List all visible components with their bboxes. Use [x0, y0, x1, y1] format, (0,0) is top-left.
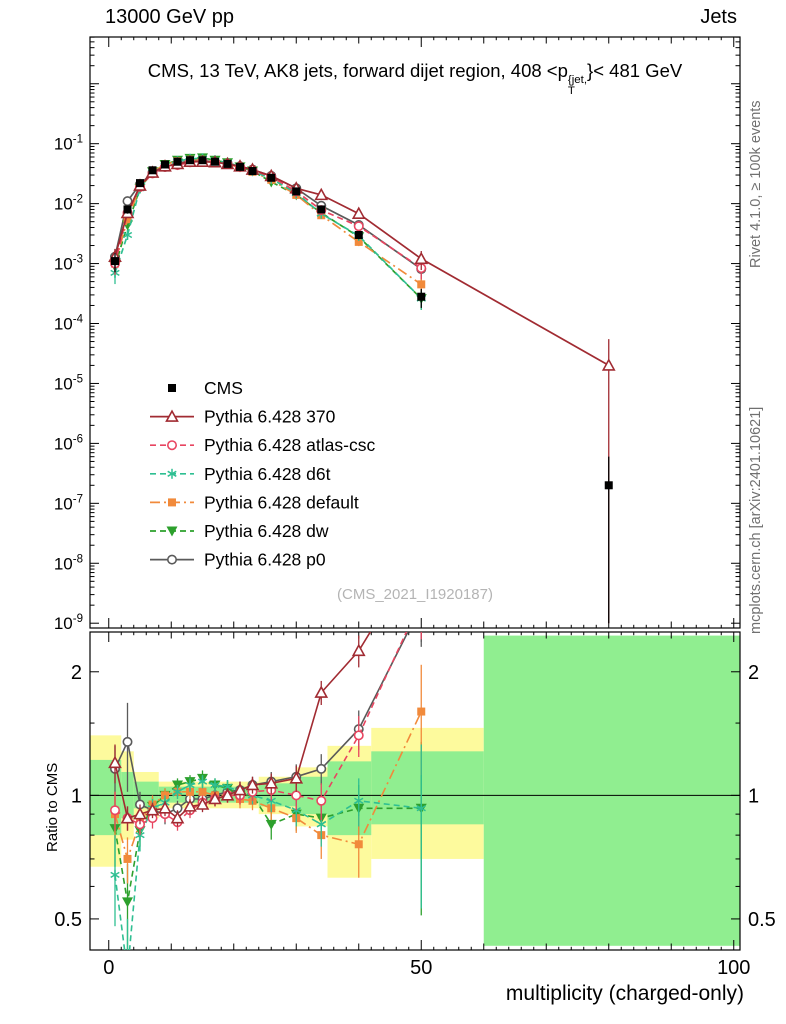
- svg-text:0.5: 0.5: [748, 909, 776, 931]
- svg-text:1: 1: [748, 785, 759, 807]
- green-band-segment: [371, 751, 484, 825]
- legend-label-cms: CMS: [204, 378, 243, 398]
- main-panel-frame: [89, 36, 741, 629]
- legend-item-cms: CMS: [168, 378, 243, 398]
- green-band-segment: [483, 635, 740, 946]
- legend: CMS Pythia 6.428 370 Pythia 6.428 atlas-cs…: [150, 378, 375, 570]
- svg-text:10-4: 10-4: [54, 314, 84, 334]
- analysis-group-label: Jets: [700, 6, 737, 28]
- legend-item-p370: Pythia 6.428 370: [150, 407, 336, 427]
- plot-title-subscript: T: [567, 85, 575, 98]
- svg-text:10-1: 10-1: [54, 134, 83, 154]
- svg-text:10-8: 10-8: [54, 553, 83, 573]
- svg-text:2: 2: [71, 662, 82, 684]
- legend-item-dw: Pythia 6.428 dw: [150, 521, 329, 541]
- legend-label-dw: Pythia 6.428 dw: [204, 521, 329, 541]
- plot-title-superscript: {jet,: [567, 73, 588, 86]
- plot-title-text: CMS, 13 TeV, AK8 jets, forward dijet reg…: [147, 60, 568, 81]
- plot-title-tail: }< 481 GeV: [587, 60, 683, 81]
- beam-energy-label: 13000 GeV pp: [105, 6, 234, 28]
- legend-item-atlascsc: Pythia 6.428 atlas-csc: [150, 435, 375, 455]
- svg-text:10-5: 10-5: [54, 373, 83, 393]
- plot-title: CMS, 13 TeV, AK8 jets, forward dijet reg…: [90, 60, 740, 98]
- legend-label-d6t: Pythia 6.428 d6t: [204, 464, 331, 484]
- green-band-segment: [327, 761, 372, 836]
- legend-label-atlascsc: Pythia 6.428 atlas-csc: [204, 435, 375, 455]
- legend-item-default: Pythia 6.428 default: [150, 492, 359, 512]
- svg-text:10-3: 10-3: [54, 254, 83, 274]
- legend-label-p370: Pythia 6.428 370: [204, 407, 336, 427]
- svg-text:1: 1: [71, 785, 82, 807]
- svg-text:0.5: 0.5: [54, 909, 82, 931]
- analysis-id-watermark: (CMS_2021_I1920187): [337, 586, 493, 603]
- svg-text:0: 0: [103, 957, 114, 979]
- svg-text:100: 100: [717, 957, 750, 979]
- svg-text:10-2: 10-2: [54, 194, 83, 214]
- axis-tick-labels: 10-1 10-2 10-3 10-4 10-5 10-6 10-7 10-8 10-9 0.5 0…: [54, 134, 776, 979]
- legend-item-p0: Pythia 6.428 p0: [150, 550, 326, 570]
- legend-label-p0: Pythia 6.428 p0: [204, 550, 326, 570]
- svg-text:50: 50: [410, 957, 432, 979]
- svg-text:2: 2: [748, 662, 759, 684]
- ratio-series-p370: [108, 632, 372, 831]
- svg-text:10-7: 10-7: [54, 493, 83, 513]
- ratio-panel-frame: [89, 631, 741, 951]
- main-series-cms: [111, 156, 613, 624]
- svg-text:10-6: 10-6: [54, 433, 83, 453]
- legend-label-default: Pythia 6.428 default: [204, 492, 359, 512]
- legend-item-d6t: Pythia 6.428 d6t: [150, 464, 331, 484]
- svg-text:10-9: 10-9: [54, 613, 83, 633]
- axis-ticks: [90, 36, 740, 950]
- x-axis-label: multiplicity (charged-only): [505, 982, 744, 1005]
